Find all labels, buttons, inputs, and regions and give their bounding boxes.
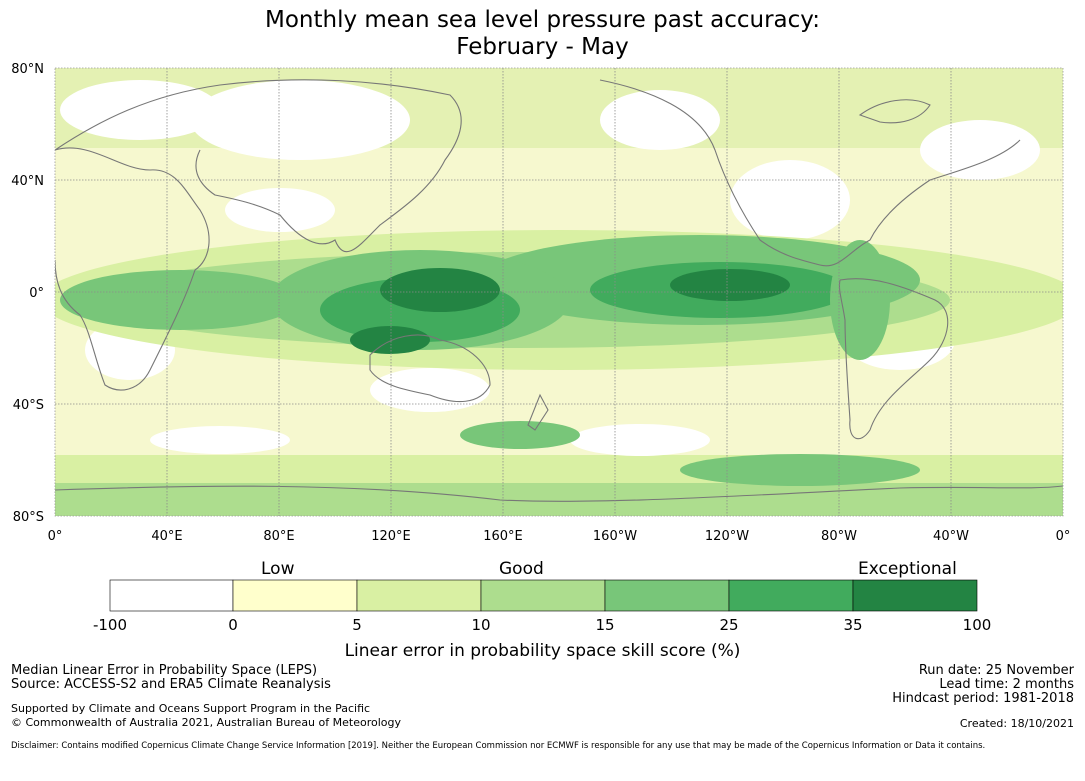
low-skill-south-pacific <box>570 424 710 456</box>
legend-category-good: Good <box>499 559 544 579</box>
coast-new-zealand <box>527 393 549 431</box>
low-skill-asia <box>225 188 335 232</box>
legend-category-exceptional: Exceptional <box>858 559 957 579</box>
lon-label-40e: 40°E <box>151 529 182 544</box>
map-title-line1: Monthly mean sea level pressure past acc… <box>265 7 820 33</box>
lon-label-0-left: 0° <box>48 529 63 544</box>
low-skill-north-atlantic <box>920 120 1040 180</box>
colorbar-tick: 35 <box>843 616 863 634</box>
low-skill-europe <box>60 80 220 140</box>
lon-label-160e: 160°E <box>483 529 523 544</box>
low-skill-north-pacific <box>600 90 720 150</box>
colorbar-swatch-15-25 <box>604 579 730 612</box>
low-skill-north-america <box>730 160 850 240</box>
colorbar-title: Linear error in probability space skill … <box>344 641 741 661</box>
tasman-skill <box>460 421 580 449</box>
footer-hindcast-period: Hindcast period: 1981-2018 <box>892 691 1074 706</box>
colorbar-tick: 25 <box>719 616 739 634</box>
coast-australia <box>369 334 491 403</box>
footer-disclaimer: Disclaimer: Contains modified Copernicus… <box>11 741 986 751</box>
warm-pool-exceptional <box>380 268 500 312</box>
colorbar <box>109 579 978 612</box>
north-australia-exceptional <box>350 326 430 354</box>
colorbar-swatch-35-100 <box>852 579 978 612</box>
lat-label-40s: 40°S <box>13 398 44 413</box>
colorbar-tick: -100 <box>92 616 128 634</box>
colorbar-swatch-25-35 <box>728 579 854 612</box>
coastlines <box>55 79 1063 502</box>
footer-run-date: Run date: 25 November <box>918 663 1074 678</box>
lon-label-120e: 120°E <box>371 529 411 544</box>
colorbar-tick: 100 <box>962 616 992 634</box>
colorbar-swatch-neg100-0 <box>109 579 234 612</box>
indian-ocean-skill <box>60 270 300 330</box>
lat-label-40n: 40°N <box>11 174 44 189</box>
legend-category-low: Low <box>261 559 295 579</box>
footer-lead-time: Lead time: 2 months <box>939 677 1074 692</box>
skill-field <box>55 68 1063 516</box>
lon-label-80e: 80°E <box>263 529 294 544</box>
low-skill-indian-ocean <box>150 426 290 454</box>
lon-label-160w: 160°W <box>593 529 637 544</box>
antarctic-band <box>55 480 1063 516</box>
footer-support: Supported by Climate and Oceans Support … <box>11 702 371 715</box>
colorbar-tick: 5 <box>352 616 362 634</box>
footer-method: Median Linear Error in Probability Space… <box>11 663 318 678</box>
map-title-line2: February - May <box>456 34 629 60</box>
lon-label-80w: 80°W <box>821 529 857 544</box>
colorbar-swatch-0-5 <box>232 579 358 612</box>
coast-north-america <box>599 79 1021 267</box>
lat-label-80n: 80°N <box>11 62 44 77</box>
lat-label-equator: 0° <box>29 286 44 301</box>
map-frame <box>54 67 1064 517</box>
footer-source: Source: ACCESS-S2 and ERA5 Climate Reana… <box>11 677 331 692</box>
colorbar-tick: 15 <box>595 616 615 634</box>
coast-africa <box>55 147 210 391</box>
colorbar-swatch-10-15 <box>480 579 606 612</box>
colorbar-swatch-5-10 <box>356 579 482 612</box>
colorbar-tick: 10 <box>471 616 491 634</box>
coast-greenland <box>858 99 931 124</box>
low-skill-australia <box>370 368 490 412</box>
colorbar-tick: 0 <box>228 616 238 634</box>
low-skill-siberia <box>190 80 410 160</box>
footer-created-date: Created: 18/10/2021 <box>959 717 1074 730</box>
lat-label-80s: 80°S <box>13 510 44 525</box>
southern-pacific-skill <box>680 454 920 486</box>
lon-label-40w: 40°W <box>933 529 969 544</box>
footer-copyright: © Commonwealth of Australia 2021, Austra… <box>11 716 401 729</box>
coast-antarctica <box>55 485 1063 502</box>
graticule <box>55 68 1063 516</box>
coast-eurasia <box>55 79 462 253</box>
lon-label-0-right: 0° <box>1056 529 1071 544</box>
east-pacific-exceptional <box>670 269 790 301</box>
coast-south-america <box>838 278 949 440</box>
lon-label-120w: 120°W <box>705 529 749 544</box>
